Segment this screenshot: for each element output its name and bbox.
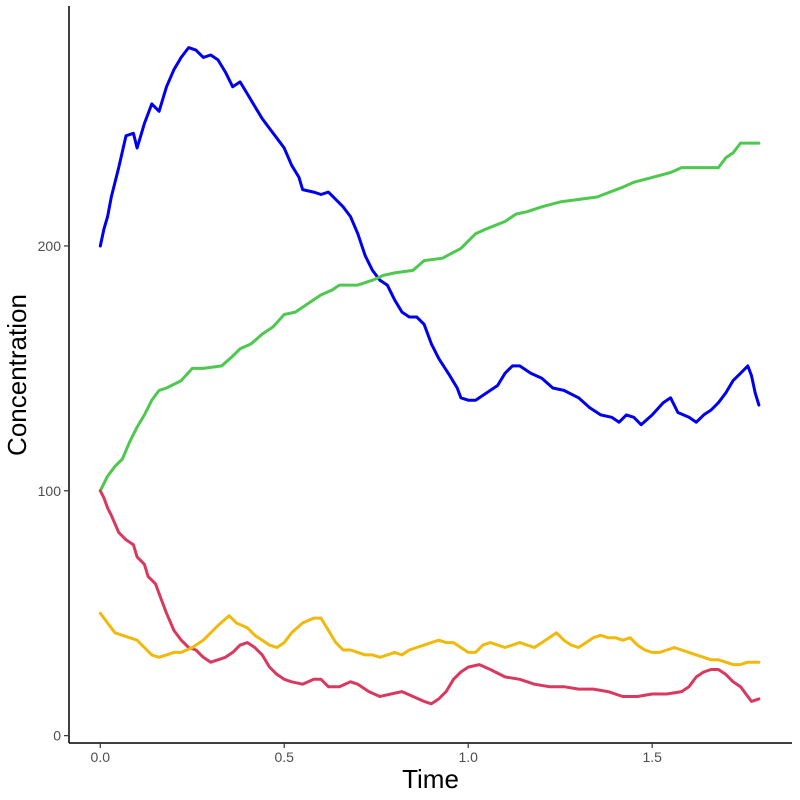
series-line-4	[98, 611, 761, 667]
series-line-3	[98, 489, 761, 706]
x-tick-label: 0.5	[275, 749, 295, 765]
axis-layer	[68, 6, 792, 744]
y-ticks: 0 100 200	[38, 238, 69, 744]
y-tick-label: 200	[38, 238, 62, 254]
x-tick-label: 0.0	[91, 749, 111, 765]
x-tick-label: 1.0	[458, 749, 478, 765]
y-axis-title: Concentration	[2, 294, 32, 456]
series-line-2	[98, 141, 761, 493]
series-line-1	[98, 46, 761, 427]
x-axis-title: Time	[402, 764, 459, 794]
x-tick-label: 1.5	[642, 749, 662, 765]
x-ticks: 0.0 0.5 1.0 1.5	[91, 743, 662, 765]
y-tick-label: 0	[53, 728, 61, 744]
y-tick-label: 100	[38, 483, 62, 499]
series-layer	[98, 46, 761, 706]
